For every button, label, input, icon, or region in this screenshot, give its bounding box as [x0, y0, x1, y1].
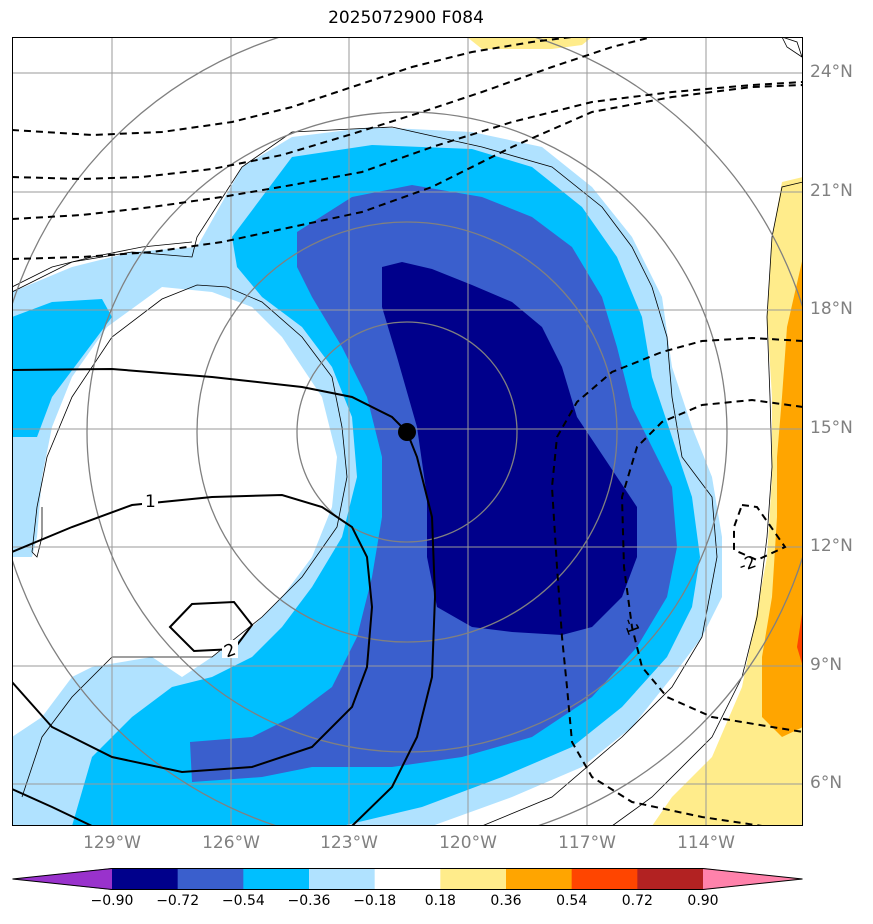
colorbar-segment — [177, 868, 244, 890]
colorbar-tick-label: 0.54 — [556, 893, 588, 909]
fill-navy — [382, 262, 637, 635]
range-rings — [12, 37, 803, 826]
storm-center-marker — [398, 423, 416, 441]
colorbar-tick-label: 0.36 — [490, 893, 522, 909]
contour-labels: 1 2 -1 -2 — [142, 492, 759, 662]
colorbar-tick-label: 0.72 — [621, 893, 653, 909]
map-plot: 1 2 -1 -2 — [12, 37, 803, 826]
colorbar-segment — [571, 868, 638, 890]
colorbar-tick-label: −0.18 — [353, 893, 397, 909]
lat-label-18n: 18°N — [810, 299, 853, 319]
colorbar-segment — [506, 868, 573, 890]
lon-label-129w: 129°W — [83, 833, 141, 853]
lat-label-12n: 12°N — [810, 536, 853, 556]
lon-label-117w: 117°W — [558, 833, 616, 853]
lat-label-15n: 15°N — [810, 418, 853, 438]
fill-orange — [762, 257, 803, 737]
colorbar-segment — [243, 868, 310, 890]
contour-label-dashed-1: -1 — [619, 615, 644, 638]
colorbar-tick-label: −0.54 — [221, 893, 265, 909]
colorbar-tick-label: 0.90 — [687, 893, 719, 909]
colorbar-tick-label: −0.72 — [156, 893, 200, 909]
colorbar-extend-high — [703, 868, 803, 890]
colorbar-segment — [637, 868, 704, 890]
colorbar-tick-label: −0.90 — [90, 893, 134, 909]
contour-label-solid-1: 1 — [145, 492, 156, 512]
solid-contours — [12, 367, 437, 826]
colorbar — [12, 868, 803, 890]
colorbar-segment — [309, 868, 376, 890]
map-title: 2025072900 F084 — [328, 8, 484, 28]
contour-label-dashed-2: -2 — [736, 552, 759, 577]
lat-label-24n: 24°N — [810, 62, 853, 82]
colorbar-tick-label: 0.18 — [424, 893, 456, 909]
colorbar-segment — [440, 868, 507, 890]
anomaly-fill — [12, 37, 803, 826]
colorbar-extend-low — [12, 868, 112, 890]
colorbar-tick-labels: −0.90 −0.72 −0.54 −0.36 −0.18 0.18 0.36 0.54 0.7… — [12, 893, 803, 913]
colorbar-segment — [112, 868, 179, 890]
graticule — [12, 37, 803, 826]
colorbar-segment — [374, 868, 441, 890]
lat-label-6n: 6°N — [810, 773, 843, 793]
lon-label-126w: 126°W — [202, 833, 260, 853]
dashed-contours — [12, 37, 803, 826]
lon-label-114w: 114°W — [677, 833, 735, 853]
fill-red — [797, 607, 803, 667]
lon-label-120w: 120°W — [439, 833, 497, 853]
colorbar-outline — [12, 868, 803, 890]
coastlines — [12, 37, 803, 826]
colorbar-tick-label: −0.36 — [287, 893, 331, 909]
lon-label-123w: 123°W — [320, 833, 378, 853]
lat-label-21n: 21°N — [810, 181, 853, 201]
lat-label-9n: 9°N — [810, 655, 843, 675]
